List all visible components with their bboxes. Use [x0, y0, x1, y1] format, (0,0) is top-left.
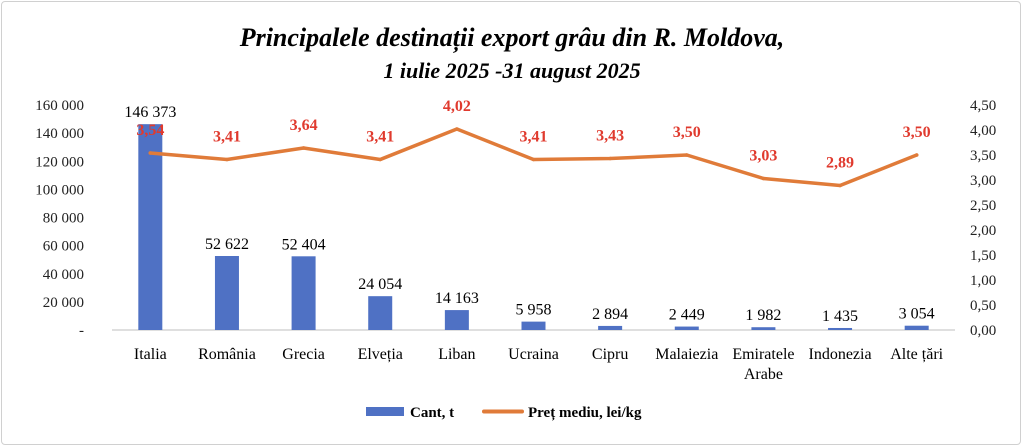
right-tick-label: 2,50 — [970, 198, 996, 214]
bar-value-label: 146 373 — [124, 104, 176, 121]
bar — [368, 296, 393, 330]
price-value-label: 2,89 — [826, 155, 854, 172]
price-value-label: 3,50 — [673, 124, 701, 141]
bar-value-label: 52 404 — [282, 236, 326, 253]
category-labels: Italia România Grecia Elveția Liban Ucraina Ci… — [134, 346, 944, 383]
right-tick-label: 2,00 — [970, 223, 996, 239]
price-point — [838, 183, 842, 188]
price-point — [608, 156, 612, 161]
category-label-line: Emiratele — [732, 346, 794, 363]
bar — [904, 325, 929, 330]
category-label-line: Italia — [134, 346, 167, 363]
category-label-line: România — [198, 346, 256, 363]
right-tick-label: 1,50 — [970, 248, 996, 264]
bar-value-label: 1 435 — [822, 308, 858, 325]
price-value-label: 3,03 — [749, 148, 777, 165]
bar — [598, 325, 623, 330]
price-point — [378, 157, 383, 162]
right-tick-label: 0,50 — [970, 298, 996, 314]
price-value-label: 3,50 — [903, 124, 931, 141]
category-label-line: Alte țări — [890, 346, 943, 363]
legend-label-quantity: Cant, t — [410, 405, 454, 421]
category-label: Grecia — [282, 346, 325, 363]
right-tick-label: 3,50 — [970, 148, 996, 164]
category-label: Malaiezia — [655, 346, 718, 363]
category-label: România — [198, 346, 256, 363]
category-label-line: Cipru — [592, 346, 628, 363]
bar-value-label: 1 982 — [745, 307, 781, 324]
chart-title: Principalele destinații export grâu din … — [239, 23, 785, 53]
left-tick-label: 120 000 — [35, 154, 84, 170]
left-tick-label: 60 000 — [43, 239, 84, 255]
category-label: Alte țări — [890, 346, 943, 363]
legend-swatch-quantity — [366, 407, 404, 416]
bar — [828, 327, 853, 330]
category-label: Indonezia — [809, 346, 872, 363]
right-y-axis: 0,00 0,50 1,00 1,50 2,00 2,50 3,00 3,50 4,00 4,50 — [970, 98, 996, 339]
chart-subtitle: 1 iulie 2025 -31 august 2025 — [383, 58, 640, 83]
price-value-label: 3,41 — [366, 129, 394, 146]
bar — [291, 256, 316, 330]
left-tick-label: 40 000 — [43, 267, 84, 283]
category-label-line: Ucraina — [508, 346, 559, 363]
category-label: Liban — [438, 346, 475, 363]
bar-value-label: 24 054 — [358, 276, 402, 293]
left-tick-label: 160 000 — [35, 98, 84, 114]
bar-value-label: 3 054 — [899, 306, 935, 323]
bar — [138, 124, 163, 331]
bar-value-label: 14 163 — [435, 290, 479, 307]
bar — [674, 326, 699, 330]
category-label-line: Arabe — [744, 366, 783, 383]
right-tick-label: 1,00 — [970, 273, 996, 289]
left-tick-label: 140 000 — [35, 126, 84, 142]
bar — [751, 327, 776, 330]
category-label-line: Elveția — [358, 346, 403, 363]
category-label-line: Indonezia — [809, 346, 872, 363]
right-tick-label: 4,00 — [970, 123, 996, 139]
right-tick-label: 0,00 — [970, 323, 996, 339]
category-label: Ucraina — [508, 346, 559, 363]
price-point — [455, 127, 459, 131]
category-label-line: Malaiezia — [655, 346, 718, 363]
price-point — [531, 157, 536, 162]
category-label-line: Grecia — [282, 346, 325, 363]
category-label: Cipru — [592, 346, 628, 363]
right-tick-label: 4,50 — [970, 98, 996, 114]
legend-label-price: Preț mediu, lei/kg — [528, 405, 642, 421]
bar — [444, 310, 469, 330]
price-point — [301, 146, 306, 150]
price-value-label: 3,54 — [136, 122, 164, 139]
bar-value-label: 52 622 — [205, 236, 249, 253]
price-value-label: 4,02 — [443, 98, 471, 115]
left-tick-label: 80 000 — [43, 211, 84, 227]
price-value-label: 3,41 — [520, 129, 548, 146]
legend: Cant, t Preț mediu, lei/kg — [366, 405, 642, 421]
price-value-label: 3,41 — [213, 129, 241, 146]
category-label-line: Liban — [438, 346, 475, 363]
category-label: Italia — [134, 346, 167, 363]
category-label: Emiratele Arabe — [732, 346, 794, 383]
price-point — [148, 151, 153, 155]
bar — [521, 321, 546, 330]
bar-value-label: 5 958 — [516, 302, 552, 319]
price-point — [225, 157, 229, 162]
price-line-series: 3,54 3,41 3,64 3,41 4,02 3,41 3,43 3,50 3,03 2,89… — [136, 98, 931, 188]
bar-series: 146 373 52 622 52 404 24 054 14 163 5 958 2 89… — [124, 104, 935, 331]
right-tick-label: 3,00 — [970, 173, 996, 189]
left-tick-label: - — [79, 323, 84, 339]
bar-value-label: 2 894 — [592, 306, 628, 323]
price-point — [914, 153, 919, 157]
bar-value-label: 2 449 — [669, 307, 705, 324]
price-value-label: 3,64 — [290, 117, 318, 134]
bar — [214, 256, 239, 330]
left-tick-label: 20 000 — [43, 295, 84, 311]
left-tick-label: 100 000 — [35, 182, 84, 198]
left-y-axis: - 20 000 40 000 60 000 80 000 100 000 120 000 1… — [35, 98, 84, 339]
price-point — [684, 153, 689, 157]
category-label: Elveția — [358, 346, 403, 363]
price-point — [761, 176, 766, 181]
price-value-label: 3,43 — [596, 128, 624, 145]
